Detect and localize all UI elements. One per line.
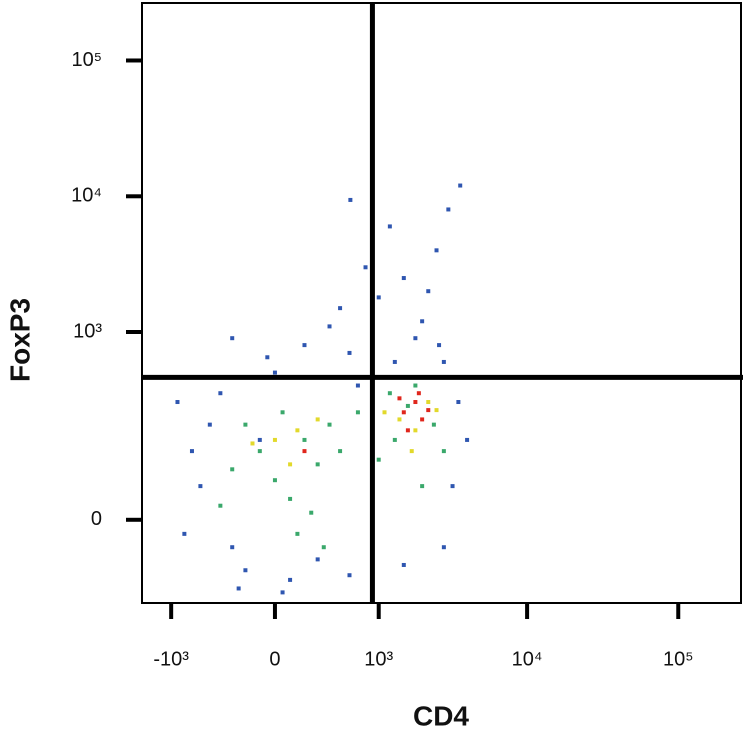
point	[434, 248, 439, 253]
point	[280, 590, 285, 595]
y-tick-label: 10⁴	[71, 185, 102, 207]
point	[218, 391, 223, 396]
point	[243, 422, 248, 427]
point	[387, 224, 392, 229]
point	[309, 510, 314, 515]
point	[321, 545, 326, 550]
x-tick-label: 10⁴	[512, 648, 543, 670]
point	[397, 396, 402, 401]
x-tick-label: 10⁵	[663, 648, 694, 670]
point	[302, 449, 307, 454]
point	[347, 350, 352, 355]
point	[420, 417, 425, 422]
point	[348, 197, 353, 202]
y-tick-label: 0	[91, 508, 102, 530]
point	[405, 403, 410, 408]
point	[338, 306, 343, 311]
point	[450, 484, 455, 489]
point	[288, 577, 293, 582]
point	[355, 383, 360, 388]
point	[272, 370, 277, 375]
point	[376, 457, 381, 462]
point	[458, 183, 463, 188]
point	[250, 441, 255, 446]
point	[426, 408, 431, 413]
point	[272, 478, 277, 483]
point	[409, 449, 414, 454]
point	[243, 568, 248, 573]
point	[363, 265, 368, 270]
point	[327, 324, 332, 329]
point	[426, 400, 431, 405]
point	[441, 545, 446, 550]
x-tick-label: -10³	[153, 648, 189, 670]
point	[189, 449, 194, 454]
point	[175, 400, 180, 405]
point	[315, 462, 320, 467]
point	[230, 467, 235, 472]
point	[288, 462, 293, 467]
point	[280, 410, 285, 415]
point	[392, 359, 397, 364]
point	[327, 422, 332, 427]
point	[413, 383, 418, 388]
point	[218, 503, 223, 508]
y-tick-label: 10³	[73, 320, 102, 342]
plot-frame	[141, 2, 742, 604]
point	[401, 562, 406, 567]
point	[420, 319, 425, 324]
point	[338, 449, 343, 454]
point	[437, 343, 442, 348]
point	[413, 336, 418, 341]
point	[230, 336, 235, 341]
point	[392, 437, 397, 442]
point	[456, 400, 461, 405]
point	[257, 437, 262, 442]
point	[401, 276, 406, 281]
point	[198, 484, 203, 489]
point	[387, 391, 392, 396]
point	[416, 391, 421, 396]
point	[288, 496, 293, 501]
point	[295, 428, 300, 433]
point	[182, 531, 187, 536]
y-tick-label: 10⁵	[71, 49, 102, 71]
x-tick-label: 0	[269, 648, 280, 670]
point	[355, 410, 360, 415]
point	[302, 343, 307, 348]
point	[295, 531, 300, 536]
point	[405, 428, 410, 433]
point	[426, 289, 431, 294]
x-axis-title: CD4	[413, 700, 469, 731]
point	[413, 428, 418, 433]
point	[446, 207, 451, 212]
point	[257, 449, 262, 454]
point	[265, 355, 270, 360]
point	[434, 408, 439, 413]
point	[302, 437, 307, 442]
point	[441, 449, 446, 454]
point	[397, 417, 402, 422]
point	[272, 437, 277, 442]
point	[315, 557, 320, 562]
point	[401, 410, 406, 415]
point	[376, 295, 381, 300]
point	[382, 410, 387, 415]
y-axis-title: FoxP3	[4, 298, 35, 382]
point	[431, 422, 436, 427]
point	[420, 484, 425, 489]
point	[413, 400, 418, 405]
point	[236, 586, 241, 591]
x-tick-label: 10³	[364, 648, 393, 670]
point	[465, 437, 470, 442]
point	[347, 573, 352, 578]
point	[207, 422, 212, 427]
point	[230, 545, 235, 550]
point	[315, 417, 320, 422]
point	[441, 359, 446, 364]
